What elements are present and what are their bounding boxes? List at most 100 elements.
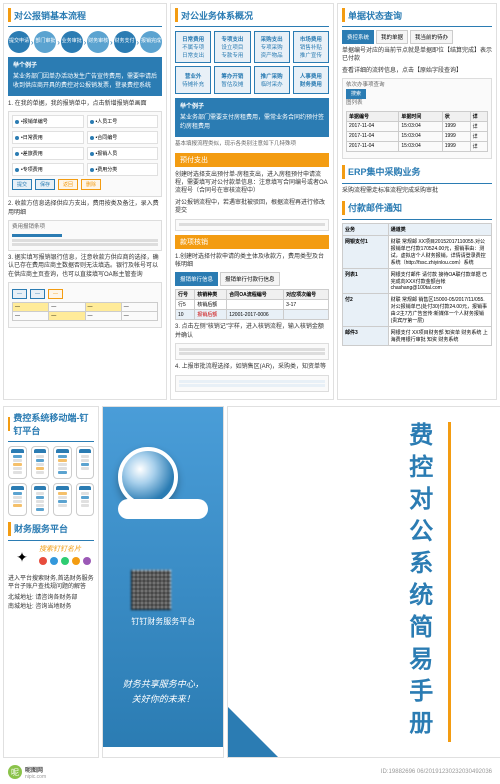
tab-mydocs[interactable]: 我的单据 — [376, 30, 408, 44]
example-text: 某业务部门因单办活动发生广告宣传费用，需要申请后收到供应商开具的费控对公报销发票… — [13, 73, 157, 91]
grid-item: •日常费用 — [12, 131, 84, 144]
mini-btn[interactable]: — — [48, 289, 63, 299]
section-biz-overview: 对公业务体系概况 日常费用不属专项 日常支出 专项支出设立项目 专款专用 采购支… — [170, 3, 334, 400]
phone-mockup — [8, 446, 27, 479]
text: 创建时选择支出预付单-房租支出，进入房租预付申请流程，需要填写对公付款单信息：注… — [175, 171, 329, 196]
phone-mockup — [8, 483, 27, 516]
section-title: 财务服务平台 — [14, 522, 68, 535]
section-right-column: 单据状态查询 费控系统 我的单据 我当前的待办 单据编号对应的当前节点就是单据即… — [337, 3, 497, 400]
accent-bar — [342, 201, 345, 215]
accent-bar — [8, 8, 11, 22]
title-panel-wrap: 费控对公系统简易手册 — [227, 406, 500, 758]
writeoff-table: 行号 核销种类 合同OA流程编号 对应项次编号 行5 核销后额 3-17 10 … — [175, 289, 329, 320]
biz-box: 专项支出设立项目 专款专用 — [214, 31, 250, 63]
search-btn[interactable]: 搜索 — [346, 89, 366, 99]
form-screenshot: •报销单编号 •人员工号 •日常费用 •合同编号 •差旅费用 •报销人员 •专项… — [8, 111, 162, 197]
phone-mockup — [53, 446, 72, 479]
biz-box: 人事费用 财务费用 — [293, 66, 329, 94]
manual-title: 费控对公系统简易手册 — [401, 422, 451, 742]
biz-box: 采购支出专项采购 资产物品 — [254, 31, 290, 63]
biz-box: 筹办开销暂估及摊 — [214, 66, 250, 94]
section-title: 单据状态查询 — [348, 9, 402, 22]
accent-bar — [342, 8, 345, 22]
grid-item: •专项费用 — [12, 163, 84, 176]
tab-feikong[interactable]: 费控系统 — [342, 30, 374, 44]
globe-icon — [118, 447, 178, 507]
step-3: 业务审批 — [61, 31, 83, 53]
step2-text: 2. 收款方信息选择供应方支出，费用按类及备注，录入费用明细 — [8, 200, 162, 217]
grid-item: •费用分类 — [87, 163, 159, 176]
grid-item: •合同编号 — [87, 131, 159, 144]
cloud-icon — [118, 499, 208, 519]
text: 北城地址: 请咨询各财务部 南城地址: 咨询当地财务 — [8, 594, 94, 611]
triangle-decoration — [228, 707, 278, 757]
step-1: 提交申请 — [8, 31, 30, 53]
phone-mockup — [31, 483, 50, 516]
text: 4. 上报审批流程选择，如销售区(AR)，采购类，知资单等 — [175, 363, 329, 371]
biz-box: 日常费用不属专项 日常支出 — [175, 31, 211, 63]
biz-box: 营业外待摊补充 — [175, 66, 211, 94]
mini-screenshot — [175, 343, 329, 360]
accent-bar — [342, 165, 345, 179]
accent-bar — [8, 417, 10, 431]
text: 单据编号对应的当前节点就是单据即位【结算完成】表示已付款 — [342, 47, 492, 64]
step-6: 报销完成 — [140, 31, 162, 53]
phone-mockup — [31, 446, 50, 479]
biz-box: 推广采购临时采办 — [254, 66, 290, 94]
orange-heading: 款项核销 — [175, 235, 329, 249]
text: 3. 点击左侧"核销记"字样，进入核销流程，输入核销金额并确认 — [175, 323, 329, 340]
text: 1.创建时选择付款申请的类主体及收款方，费用类型及台帐明细 — [175, 253, 329, 270]
phone-mockup — [76, 483, 95, 516]
mini-screenshot — [175, 375, 329, 392]
accent-bar — [175, 8, 178, 22]
qr-code — [131, 570, 171, 610]
query-screenshot: 依次办事项查询 搜索 图列表 单据编号单据时间状详 2017-11-0415:0… — [342, 78, 492, 158]
mini-screenshot — [175, 219, 329, 231]
tab-option-1[interactable]: 报销单行信息 — [175, 272, 218, 286]
mini-btn[interactable]: — — [30, 289, 45, 299]
text: 采购流程需走标准流程完成采购审批 — [342, 187, 492, 195]
phone-mockup — [76, 446, 95, 479]
example-title: 举个例子 — [13, 62, 157, 71]
example-box: 举个例子 某业务部门因单办活动发生广告宣传费用，需要申请后收到供应商开具的费控对… — [8, 57, 162, 96]
section-mobile: 费控系统移动端-钉钉平台 财务服务平台 ✦ 搜索钉钉名片 — [3, 406, 99, 758]
form-label: 费用报销条项 — [12, 224, 158, 232]
section-title: 付款邮件通知 — [348, 201, 402, 214]
section-title: 费控系统移动端-钉钉平台 — [13, 411, 94, 437]
biz-box: 市场费用销售补贴 推广宣传 — [293, 31, 329, 63]
grid-item: •报销人员 — [87, 147, 159, 160]
grid-item: •人员工号 — [87, 115, 159, 128]
image-id: ID:19882696 06/20191230232030492036 — [381, 769, 492, 775]
step-4: 财务审核 — [87, 31, 109, 53]
site-logo: 呢 呢图网 nipic.com — [8, 765, 46, 780]
section-title: ERP集中采购业务 — [348, 165, 421, 178]
tab-option-2[interactable]: 报销单行付款行信息 — [220, 272, 280, 286]
service-icon: ✦ — [8, 544, 36, 572]
text: 对公报销流程中，若遇审批被驳回，根据流程再进行修改提交 — [175, 199, 329, 216]
phone-mockup — [53, 483, 72, 516]
form-screenshot-2: 费用报销条项 — [8, 220, 162, 251]
biz-grid: 日常费用不属专项 日常支出 专项支出设立项目 专款专用 采购支出专项采购 资产物… — [175, 31, 329, 94]
sub-text: 基本填报流程类似，现示各类别注意如下几特殊项 — [175, 141, 329, 149]
flow-steps: 提交申请 › 部门审批 › 业务审批 › 财务审核 › 财务支付 › 报销完成 — [8, 31, 162, 53]
grid-item: •报销单编号 — [12, 115, 84, 128]
orange-heading: 预付支出 — [175, 153, 329, 167]
phone-mockups — [8, 446, 94, 516]
step1-text: 1. 在我的单据，我的报销单中，点击新增报销单画面 — [8, 100, 162, 108]
example-title: 举个例子 — [180, 103, 324, 112]
btn-save[interactable]: 保存 — [35, 179, 55, 190]
text: 进入平台搜索财务,首选财务服务平台子账户查找规问题的解答 — [8, 575, 94, 592]
accent-bar — [8, 522, 11, 536]
tab-todo[interactable]: 我当前的待办 — [410, 30, 453, 44]
cover-slogan: 财务共享服务中心， 关好你的未来！ — [123, 677, 204, 706]
step-2: 部门审批 — [34, 31, 56, 53]
section-title: 对公报销基本流程 — [14, 9, 86, 22]
page-footer: 呢 呢图网 nipic.com ID:19882696 06/201912302… — [0, 761, 500, 784]
btn-delete[interactable]: 删除 — [81, 179, 101, 190]
btn-back[interactable]: 返回 — [58, 179, 78, 190]
example-text: 某业务部门需要支付房租费用，需常业务合同约预付签约房租费用 — [180, 114, 324, 132]
btn-submit[interactable]: 提交 — [12, 179, 32, 190]
mini-btn[interactable]: — — [12, 289, 27, 299]
step3-text: 3. 据实填写报销银行信息，注意收款方供应商的选择，确认已存在费用应商主数据否则… — [8, 254, 162, 279]
text: 查看详细的流转信息，点击【原始字段查询】 — [342, 67, 492, 75]
